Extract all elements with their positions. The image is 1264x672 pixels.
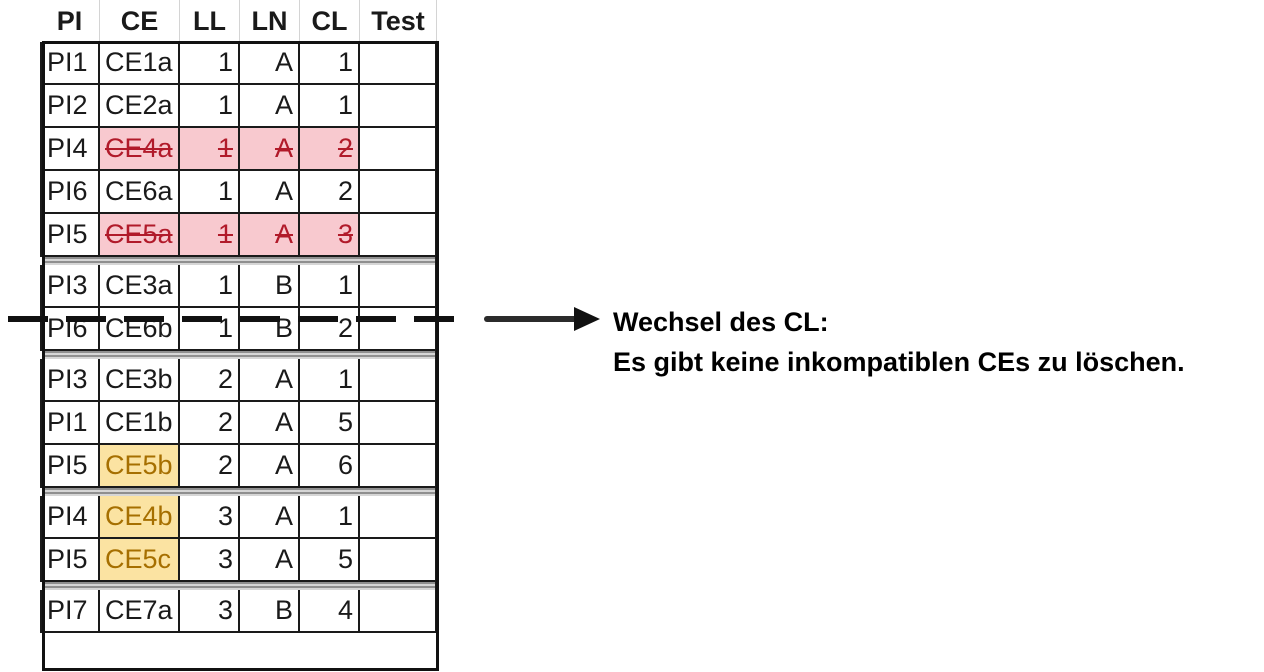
annotation-text: Wechsel des CL: Es gibt keine inkompatib… (613, 302, 1185, 382)
cell-cl[interactable]: 2 (300, 171, 360, 214)
cell-ll[interactable]: 3 (180, 539, 240, 582)
group-separator (42, 257, 437, 265)
cell-cl[interactable]: 2 (300, 128, 360, 171)
cell-test[interactable] (360, 214, 437, 257)
cell-pi[interactable]: PI6 (40, 308, 100, 351)
cell-pi[interactable]: PI5 (40, 445, 100, 488)
cell-ce[interactable]: CE5a (100, 214, 180, 257)
cell-ce[interactable]: CE2a (100, 85, 180, 128)
header-cl: CL (300, 0, 360, 42)
cell-test[interactable] (360, 171, 437, 214)
cell-pi[interactable]: PI4 (40, 496, 100, 539)
cell-cl[interactable]: 3 (300, 214, 360, 257)
cell-cl[interactable]: 5 (300, 539, 360, 582)
cell-pi[interactable]: PI5 (40, 539, 100, 582)
cell-ln[interactable]: A (240, 539, 300, 582)
annotation-line-1: Wechsel des CL: (613, 307, 829, 337)
header-test: Test (360, 0, 437, 42)
cell-ln[interactable]: A (240, 214, 300, 257)
cell-pi[interactable]: PI7 (40, 590, 100, 633)
cell-cl[interactable]: 4 (300, 590, 360, 633)
cell-pi[interactable]: PI3 (40, 265, 100, 308)
cell-ln[interactable]: A (240, 42, 300, 85)
cell-ll[interactable]: 1 (180, 85, 240, 128)
cell-test[interactable] (360, 445, 437, 488)
cell-ln[interactable]: B (240, 590, 300, 633)
cell-ce[interactable]: CE5b (100, 445, 180, 488)
cell-cl[interactable]: 1 (300, 42, 360, 85)
cell-ce[interactable]: CE6a (100, 171, 180, 214)
cell-ce[interactable]: CE3a (100, 265, 180, 308)
cell-test[interactable] (360, 265, 437, 308)
header-ce: CE (100, 0, 180, 42)
cell-ln[interactable]: A (240, 171, 300, 214)
cell-ll[interactable]: 3 (180, 496, 240, 539)
cell-test[interactable] (360, 85, 437, 128)
cell-cl[interactable]: 1 (300, 85, 360, 128)
cell-ce[interactable]: CE4b (100, 496, 180, 539)
cell-test[interactable] (360, 359, 437, 402)
cell-ln[interactable]: A (240, 445, 300, 488)
cell-cl[interactable]: 1 (300, 496, 360, 539)
cell-cl[interactable]: 5 (300, 402, 360, 445)
cell-pi[interactable]: PI2 (40, 85, 100, 128)
header-ll: LL (180, 0, 240, 42)
cell-ce[interactable]: CE5c (100, 539, 180, 582)
cell-ln[interactable]: A (240, 359, 300, 402)
cell-ll[interactable]: 2 (180, 445, 240, 488)
cell-ll[interactable]: 1 (180, 265, 240, 308)
cell-ll[interactable]: 1 (180, 128, 240, 171)
cell-pi[interactable]: PI6 (40, 171, 100, 214)
cell-ll[interactable]: 2 (180, 359, 240, 402)
cell-cl[interactable]: 2 (300, 308, 360, 351)
spreadsheet-table: PI CE LL LN CL Test PI1 CE1a 1 A 1 PI2 CE2a 1 A 1… (40, 0, 440, 672)
cell-ce[interactable]: CE3b (100, 359, 180, 402)
cell-pi[interactable]: PI4 (40, 128, 100, 171)
group-separator (42, 582, 437, 590)
header-ln: LN (240, 0, 300, 42)
cell-ce[interactable]: CE4a (100, 128, 180, 171)
cell-ll[interactable]: 3 (180, 590, 240, 633)
cell-test[interactable] (360, 496, 437, 539)
cell-ll[interactable]: 2 (180, 402, 240, 445)
cell-ll[interactable]: 1 (180, 308, 240, 351)
header-pi: PI (40, 0, 100, 42)
cell-ll[interactable]: 1 (180, 171, 240, 214)
cell-ce[interactable]: CE1a (100, 42, 180, 85)
cell-cl[interactable]: 1 (300, 359, 360, 402)
cell-ll[interactable]: 1 (180, 214, 240, 257)
cell-ln[interactable]: A (240, 128, 300, 171)
arrow-right-icon (484, 307, 600, 331)
cell-test[interactable] (360, 42, 437, 85)
cell-pi[interactable]: PI1 (40, 402, 100, 445)
cell-ln[interactable]: A (240, 496, 300, 539)
cl-change-dashed-line (8, 316, 470, 322)
cell-ce[interactable]: CE6b (100, 308, 180, 351)
cell-test[interactable] (360, 128, 437, 171)
cell-ln[interactable]: A (240, 402, 300, 445)
cell-ce[interactable]: CE7a (100, 590, 180, 633)
cell-test[interactable] (360, 402, 437, 445)
annotation-line-2: Es gibt keine inkompatiblen CEs zu lösch… (613, 347, 1185, 377)
group-separator (42, 351, 437, 359)
cell-ce[interactable]: CE1b (100, 402, 180, 445)
cell-test[interactable] (360, 590, 437, 633)
cell-pi[interactable]: PI1 (40, 42, 100, 85)
cell-test[interactable] (360, 539, 437, 582)
cell-ln[interactable]: A (240, 85, 300, 128)
cell-pi[interactable]: PI3 (40, 359, 100, 402)
cell-pi[interactable]: PI5 (40, 214, 100, 257)
cell-ln[interactable]: B (240, 265, 300, 308)
cell-cl[interactable]: 6 (300, 445, 360, 488)
group-separator (42, 488, 437, 496)
cell-ln[interactable]: B (240, 308, 300, 351)
cell-ll[interactable]: 1 (180, 42, 240, 85)
cell-cl[interactable]: 1 (300, 265, 360, 308)
cell-test[interactable] (360, 308, 437, 351)
